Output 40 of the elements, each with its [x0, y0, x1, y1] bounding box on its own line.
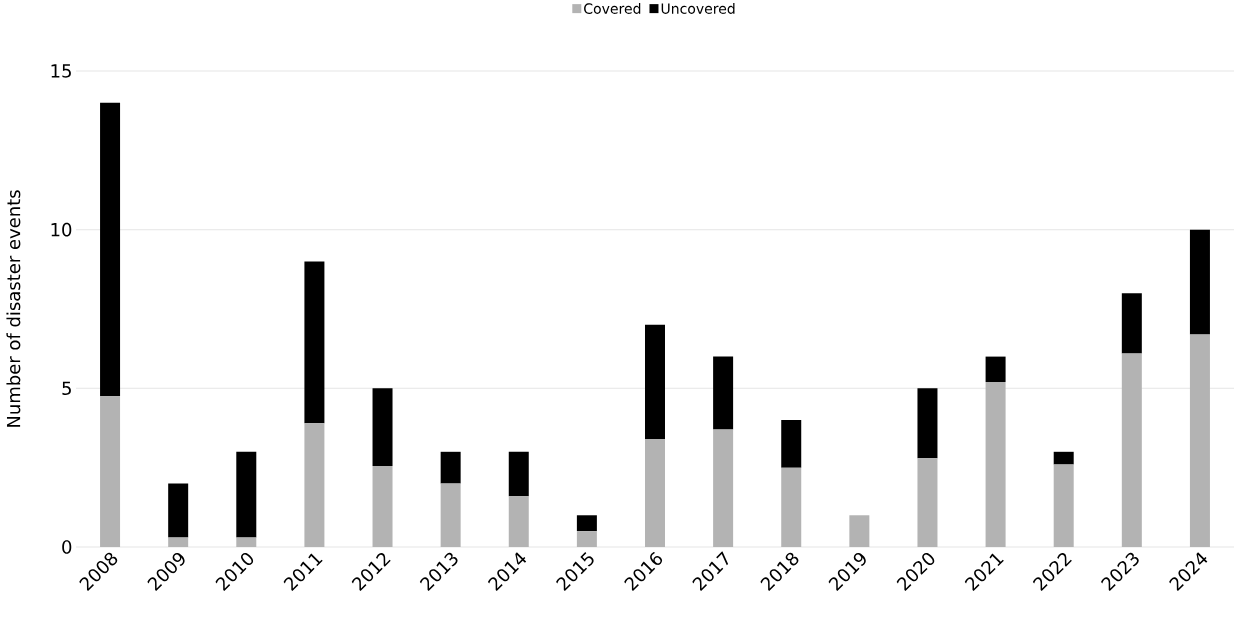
y-axis-title: Number of disaster events: [6, 190, 21, 427]
bar: [100, 102, 121, 397]
bar: [645, 439, 665, 547]
bar: [917, 388, 938, 459]
bar: [168, 483, 189, 538]
bar: [645, 324, 665, 440]
bar: [440, 451, 461, 484]
bar: [236, 537, 257, 547]
bar: [304, 423, 325, 547]
legend-label: Covered: [584, 3, 641, 14]
y-tick-label: 0: [62, 540, 72, 554]
bar: [100, 396, 121, 547]
bar: [576, 515, 597, 532]
bar: [508, 496, 529, 547]
bar: [168, 537, 189, 547]
bar: [1121, 293, 1142, 354]
y-tick-label: 5: [62, 381, 71, 396]
bar: [304, 261, 325, 424]
bar: [440, 483, 461, 547]
bar: [1121, 353, 1142, 547]
bar: [508, 451, 529, 497]
bar: [372, 466, 393, 547]
bar: [236, 451, 257, 538]
bar: [985, 381, 1006, 547]
bar: [713, 356, 734, 430]
bar: [917, 458, 938, 547]
bar: [781, 467, 802, 547]
bar: [576, 531, 597, 547]
bar: [1189, 334, 1210, 547]
legend-label: Uncovered: [661, 3, 735, 14]
bar: [713, 429, 734, 547]
bar: [372, 388, 393, 467]
bar: [1053, 451, 1074, 465]
bar: [1053, 464, 1074, 547]
bar: [781, 420, 802, 468]
y-tick-label: 15: [51, 64, 71, 78]
y-tick-label: 10: [51, 222, 72, 237]
bar: [849, 515, 870, 547]
bar: [985, 356, 1006, 382]
bar: [1189, 229, 1210, 335]
